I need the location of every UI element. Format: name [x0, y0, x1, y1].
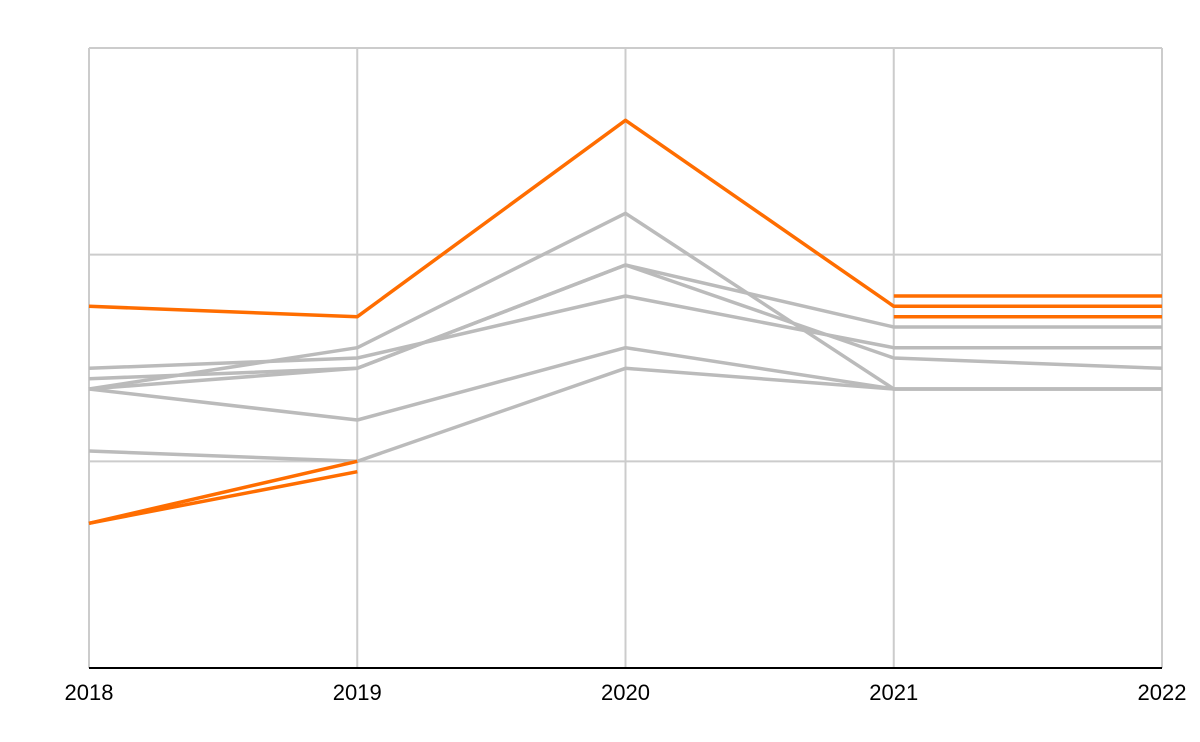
- x-tick-label-2021: 2021: [869, 680, 918, 705]
- x-tick-label-2022: 2022: [1138, 680, 1187, 705]
- series-line-8: [88, 469, 358, 526]
- x-tick-label-2020: 2020: [601, 680, 650, 705]
- series-line-6: [88, 263, 1162, 391]
- series-layer: [88, 118, 1163, 526]
- x-tick-label-2018: 2018: [65, 680, 114, 705]
- series-line-9: [88, 118, 1162, 319]
- grid-layer: [88, 47, 1163, 668]
- tick-label-layer: 2018 2019 2020 2021 2022: [65, 680, 1187, 705]
- series-line-5: [88, 211, 1162, 391]
- x-tick-label-2019: 2019: [333, 680, 382, 705]
